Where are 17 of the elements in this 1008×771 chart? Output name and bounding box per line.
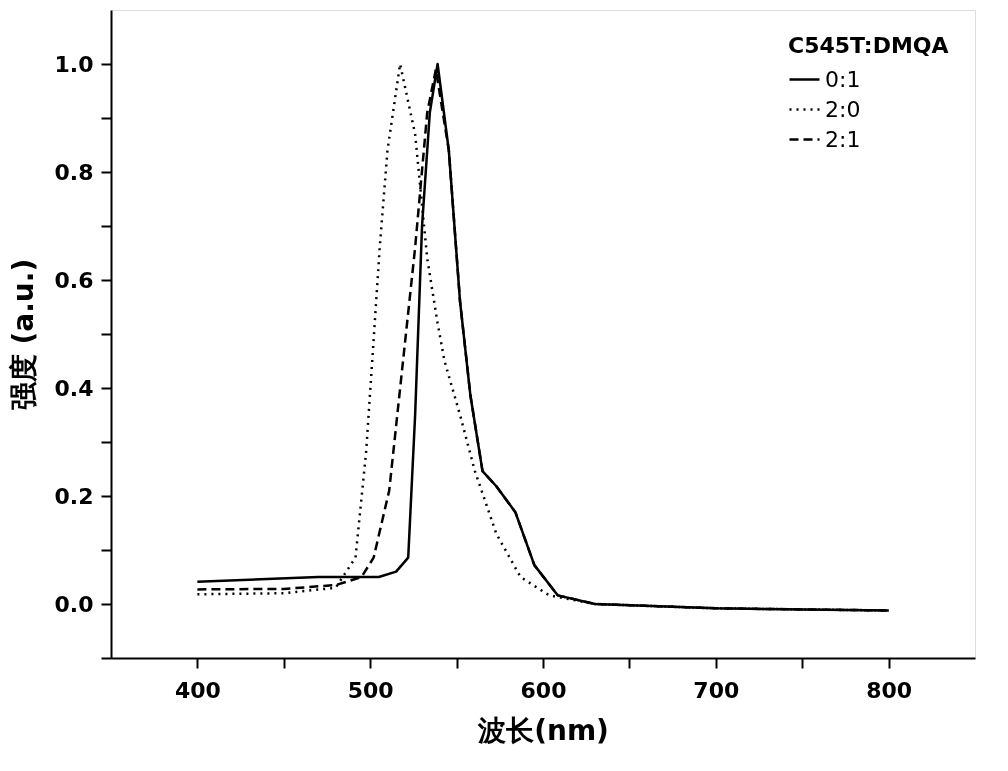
legend-label: 0:1: [825, 66, 861, 92]
x-tick-label: 800: [866, 677, 913, 703]
y-tick-label: 0.4: [54, 375, 94, 401]
legend-title: C545T:DMQA: [788, 33, 949, 58]
x-tick-label: 500: [347, 677, 394, 703]
legend-label: 2:0: [825, 96, 861, 122]
y-tick-label: 0.8: [54, 159, 94, 185]
x-tick-label: 700: [693, 677, 740, 703]
y-tick-label: 0.2: [54, 483, 94, 509]
y-axis-title: 强度 (a.u.): [6, 258, 40, 411]
legend-label: 2:1: [825, 126, 861, 152]
x-tick-label: 600: [520, 677, 567, 703]
x-tick-label: 400: [174, 677, 221, 703]
y-tick-label: 1.0: [54, 51, 94, 77]
y-tick-label: 0.0: [54, 591, 94, 617]
y-tick-label: 0.6: [54, 267, 94, 293]
x-axis-title: 波长(nm): [477, 713, 609, 747]
